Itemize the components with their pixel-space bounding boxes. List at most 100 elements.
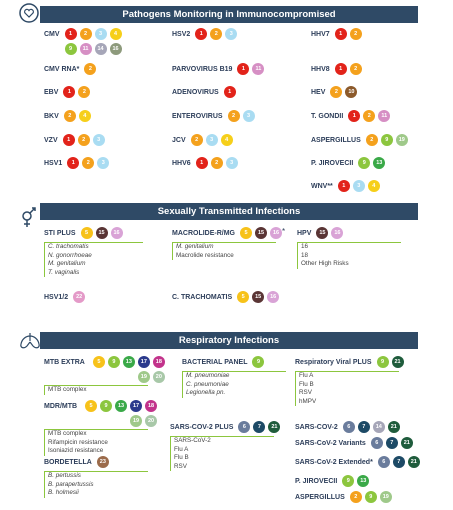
- badges: 9 13: [342, 475, 370, 487]
- target: Flu A: [299, 372, 314, 379]
- target: M. genitalium: [176, 243, 214, 250]
- panel-badge: 2: [210, 157, 223, 169]
- target-list: M. pneumoniae C. pneumoniae Legionella pn.: [182, 371, 286, 398]
- target: Rifampicin resistance: [48, 438, 108, 446]
- target: Legionella pn.: [186, 389, 226, 397]
- item-header: CMV RNA* 2: [44, 63, 97, 76]
- test-name: VZV: [44, 137, 58, 144]
- panel-badge: 1: [237, 63, 250, 75]
- test-item: HSV1/2 22: [44, 291, 86, 304]
- test-name: SARS-CoV-2 Extended*: [295, 459, 373, 466]
- test-item: ASPERGILLUS 2 9 19: [295, 491, 392, 504]
- test-name: HHV7: [311, 31, 330, 38]
- panel-badge: 13: [115, 400, 128, 412]
- test-item: ASPERGILLUS 2 9 19: [311, 134, 408, 147]
- test-item: P. JIROVECII 9 13: [295, 475, 370, 488]
- panel-badge: 1: [67, 157, 80, 169]
- test-item: BORDETELLA 23 B. pertussis B. parapertussis…: [44, 456, 148, 498]
- test-item: BKV 2 4: [44, 110, 91, 123]
- panel-badge: 17: [137, 356, 150, 368]
- item-header: HHV7 1 2: [311, 28, 362, 41]
- panel-badge: 7: [357, 421, 370, 433]
- test-item: STI PLUS 5 15 16 C. trachomatis N. gonorrhoea…: [44, 227, 143, 278]
- panel-badge: 21: [407, 456, 420, 468]
- test-name: Respiratory Viral PLUS: [295, 359, 372, 366]
- panel-badge: 15: [316, 227, 329, 239]
- target-list: B. pertussis B. parapertussis B. holmesii: [44, 471, 148, 498]
- panel-badge: 1: [195, 28, 208, 40]
- panel-badge: 1: [195, 157, 208, 169]
- target: T. vaginalis: [48, 268, 80, 276]
- target: hMPV: [299, 397, 317, 405]
- target: RSV: [299, 389, 312, 397]
- test-name: ENTEROVIRUS: [172, 113, 223, 120]
- item-header: SARS-COV-2 PLUS 6 7 21: [170, 421, 281, 434]
- test-name: CMV RNA*: [44, 66, 80, 73]
- test-item: SARS-COV-2 6 7 14 21: [295, 421, 400, 434]
- badges: 2 9 19: [349, 491, 392, 503]
- test-name: PARVOVIRUS B19: [172, 66, 233, 73]
- panel-badge: 4: [220, 134, 233, 146]
- panel-badge: 1: [334, 63, 347, 75]
- panel-badge: 11: [252, 63, 265, 75]
- panel-badge: 18: [145, 400, 158, 412]
- target-list: 16 18 Other High Risks: [297, 242, 401, 269]
- panel-badge: 2: [82, 157, 95, 169]
- badge-note: *: [282, 227, 286, 236]
- panel-badge: 7: [253, 421, 266, 433]
- panel-badge: 10: [345, 86, 358, 98]
- panel-badge: 1: [223, 86, 236, 98]
- test-name: HEV: [311, 89, 326, 96]
- item-header: JCV 2 3 4: [172, 134, 233, 147]
- target: Flu B: [174, 454, 189, 462]
- badges: 9 13: [358, 157, 386, 169]
- panel-badge: 3: [225, 157, 238, 169]
- test-name: HPV: [297, 230, 312, 237]
- panel-badge: 1: [63, 86, 76, 98]
- badges: 2 10: [330, 86, 358, 98]
- panel-badge: 11: [378, 110, 391, 122]
- test-item: PARVOVIRUS B19 1 11: [172, 63, 265, 76]
- item-header: T. GONDII 1 2 11: [311, 110, 391, 123]
- panel-badge: 13: [122, 356, 135, 368]
- item-header: HHV8 1 2: [311, 63, 362, 76]
- panel-badge: 7: [385, 437, 398, 449]
- test-item: HHV8 1 2: [311, 63, 362, 76]
- item-header: P. JIROVECII 9 13: [311, 157, 386, 170]
- panel-badge: 3: [242, 110, 255, 122]
- badges: 5 9 13 17 18 19 20: [82, 400, 158, 427]
- test-name: EBV: [44, 89, 59, 96]
- panel-badge: 2: [78, 86, 91, 98]
- test-name: MACROLIDE-R/MG: [172, 230, 235, 237]
- target-list: Flu A Flu B RSV hMPV: [295, 371, 399, 407]
- panel-badge: 9: [64, 43, 77, 55]
- target-list: SARS-CoV-2 Flu A Flu B RSV: [170, 436, 274, 472]
- panel-badge: 9: [376, 356, 389, 368]
- test-item: WNV** 1 3 4: [311, 180, 380, 193]
- panel-badge: 15: [252, 291, 265, 303]
- test-name: STI PLUS: [44, 230, 76, 237]
- test-item: MTB EXTRA 5 9 13 17 18 19 20 MTB complex: [44, 356, 165, 395]
- panel-badge: 19: [379, 491, 392, 503]
- test-item: T. GONDII 1 2 11: [311, 110, 391, 123]
- panel-badge: 21: [400, 437, 413, 449]
- test-name: BACTERIAL PANEL: [182, 359, 248, 366]
- panel-badge: 1: [348, 110, 361, 122]
- test-item: Respiratory Viral PLUS 9 21 Flu A Flu B RSV hM…: [295, 356, 404, 407]
- test-name: JCV: [172, 137, 186, 144]
- panel-badge: 6: [342, 421, 355, 433]
- test-name: P. JIROVECII: [311, 160, 354, 167]
- panel-badge: 6: [377, 456, 390, 468]
- badges: 23: [96, 456, 109, 468]
- panel-badge: 2: [363, 110, 376, 122]
- panel-badge: 3: [92, 134, 105, 146]
- target: B. holmesii: [48, 489, 79, 497]
- panel-badge: 20: [152, 371, 165, 383]
- target: 16: [301, 243, 309, 250]
- target: C. pneumoniae: [186, 380, 229, 388]
- badges: 1: [223, 86, 236, 98]
- panel-badge: 4: [367, 180, 380, 192]
